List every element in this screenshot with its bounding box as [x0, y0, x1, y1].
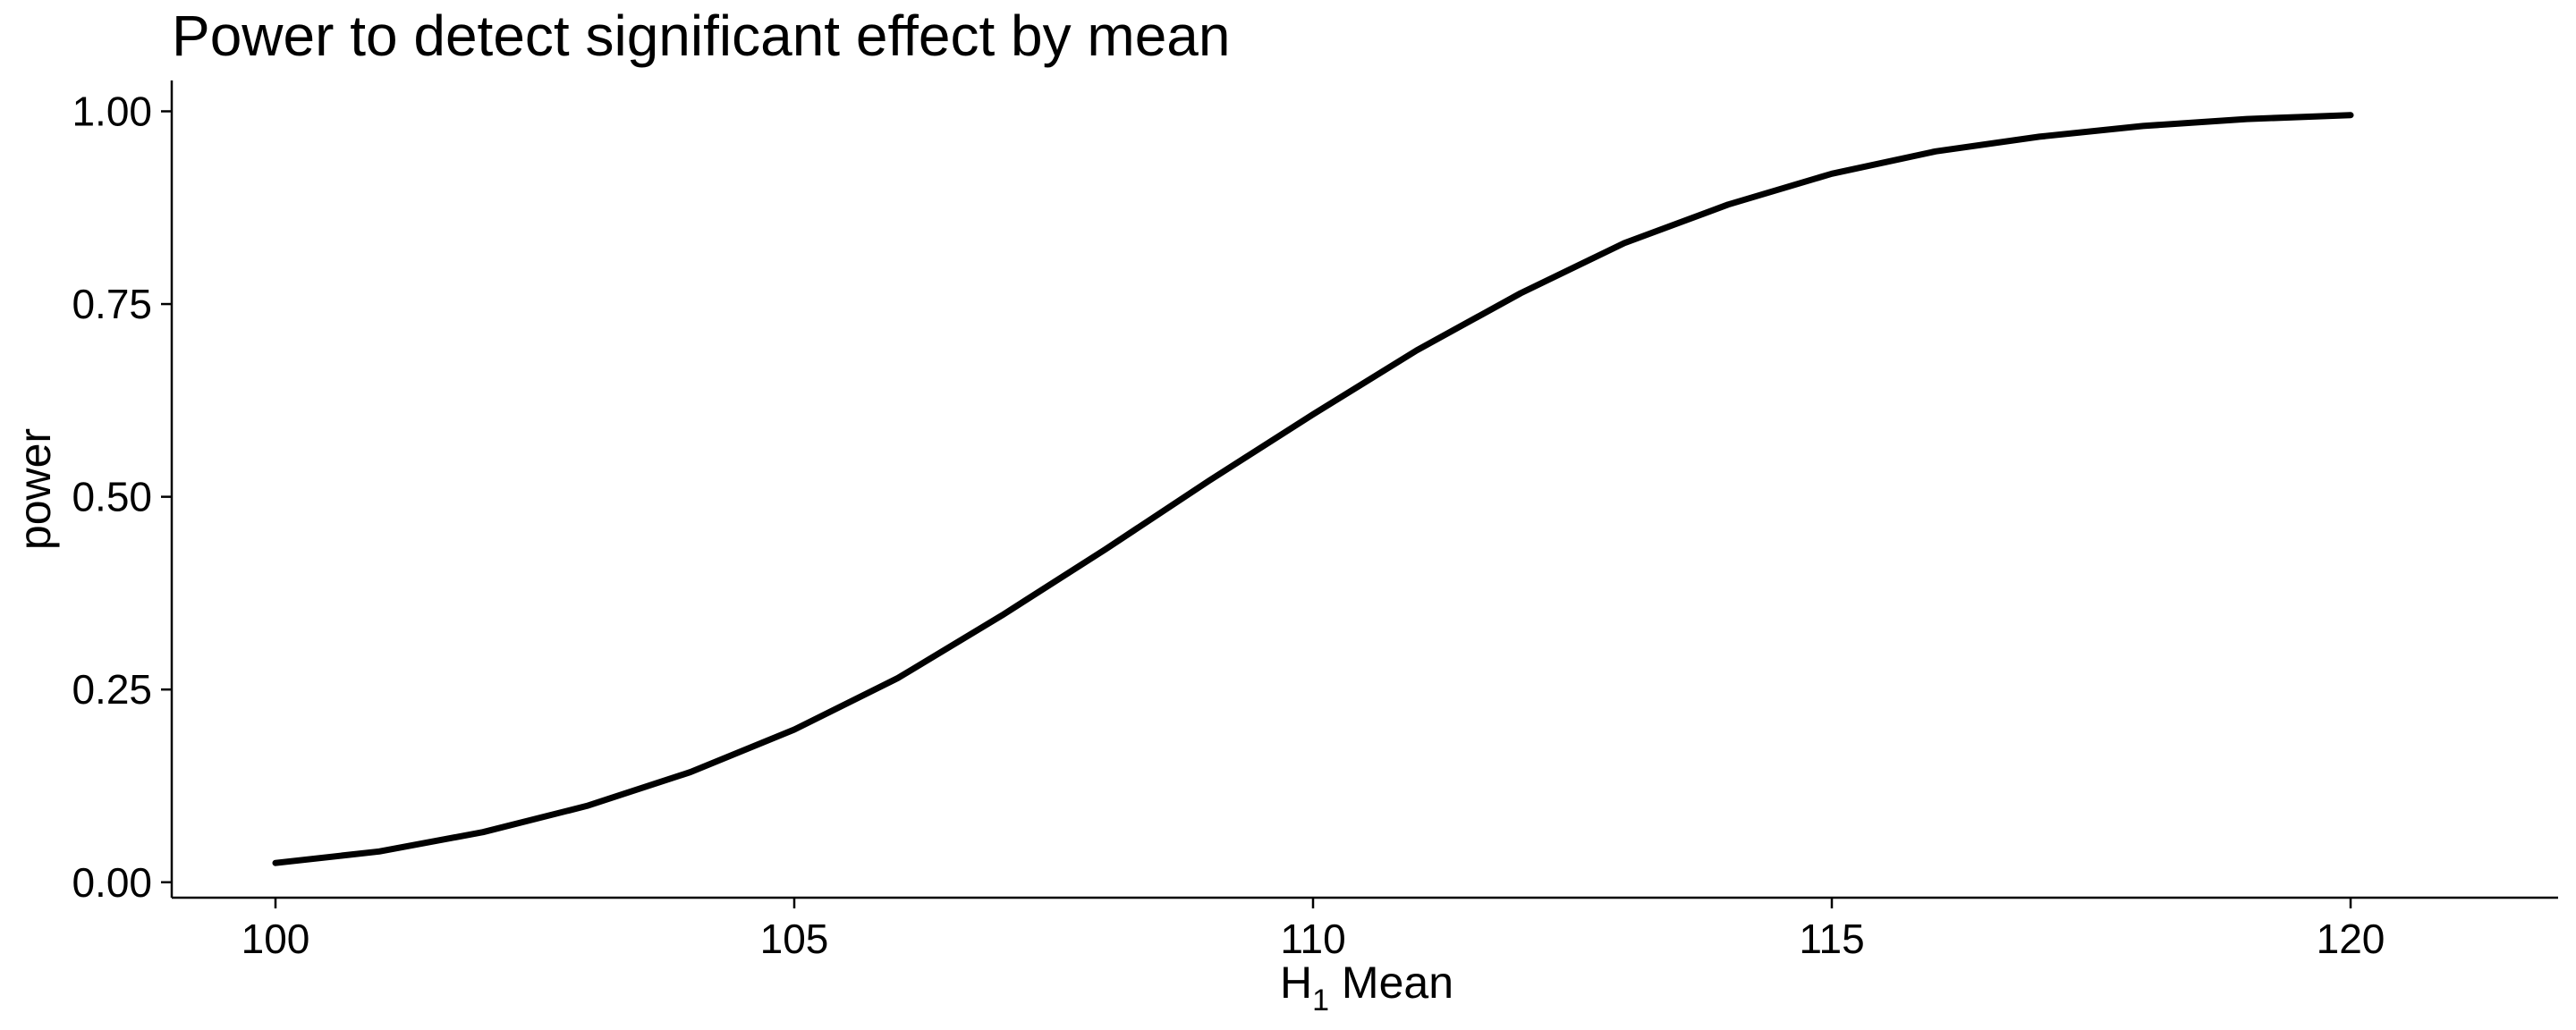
y-tick-label: 0.00: [72, 859, 152, 906]
x-axis: 100 105 110 115 120: [172, 896, 2558, 962]
x-tick-label: 120: [2317, 916, 2385, 962]
y-axis: 0.00 0.25 0.50 0.75 1.00: [72, 80, 174, 906]
chart-title: Power to detect significant effect by me…: [172, 4, 1230, 68]
x-tick-label: 100: [242, 916, 310, 962]
y-tick-label: 0.25: [72, 666, 152, 713]
x-axis-title-subscript: 1: [1312, 984, 1329, 1017]
y-tick-label: 0.50: [72, 474, 152, 520]
x-axis-title-main: H: [1280, 958, 1312, 1008]
x-axis-title-rest: Mean: [1329, 958, 1453, 1008]
y-tick-label: 0.75: [72, 281, 152, 327]
x-axis-title: H1 Mean: [1280, 958, 1453, 1017]
y-ticks: 0.00 0.25 0.50 0.75 1.00: [72, 88, 172, 906]
power-curve-line: [272, 112, 2354, 866]
y-axis-title: power: [10, 428, 60, 550]
x-ticks: 100 105 110 115 120: [242, 898, 2385, 962]
x-tick-label: 110: [1280, 916, 1345, 962]
y-tick-label: 1.00: [72, 88, 152, 134]
x-tick-label: 105: [760, 916, 829, 962]
x-tick-label: 115: [1799, 916, 1864, 962]
series-group: [272, 112, 2354, 866]
